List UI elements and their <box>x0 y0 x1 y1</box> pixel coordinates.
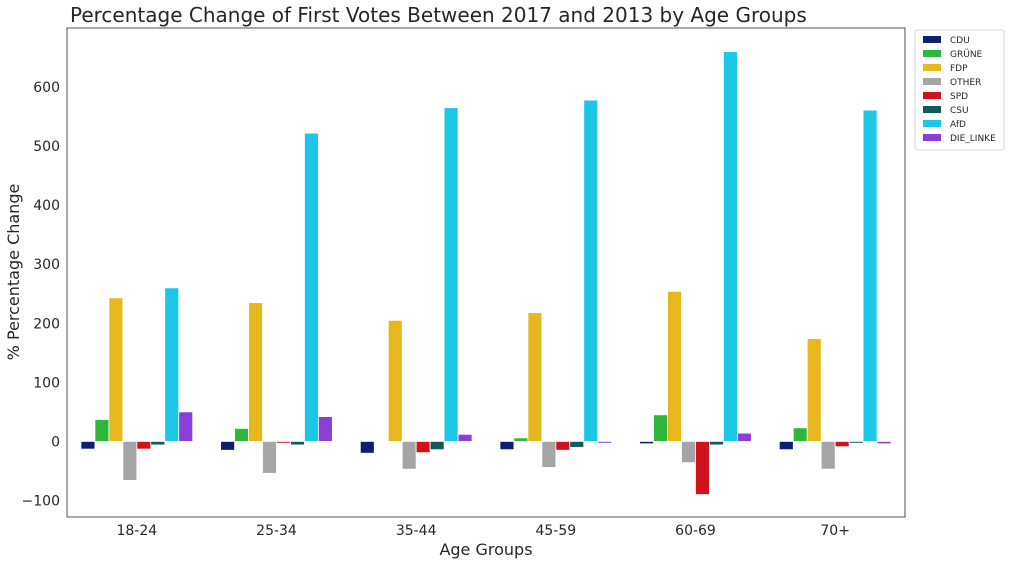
legend-swatch <box>923 106 941 113</box>
legend-swatch <box>923 64 941 71</box>
bar-die-linke-18-24 <box>178 411 194 442</box>
bar-spd-35-44 <box>415 441 431 454</box>
bar-cdu-60-69 <box>639 441 655 445</box>
bar-gr-ne-25-34 <box>234 428 249 442</box>
legend-swatch <box>923 120 941 127</box>
y-tick-label: 200 <box>33 316 60 332</box>
legend-label: CDU <box>950 36 970 46</box>
bars-group <box>80 51 892 495</box>
bar-other-70+ <box>820 441 836 470</box>
bar-gr-ne-45-59 <box>513 437 529 442</box>
bar-spd-18-24 <box>136 441 152 450</box>
bar-fdp-18-24 <box>108 297 124 442</box>
bar-fdp-35-44 <box>387 319 403 442</box>
legend-label: CSU <box>950 106 969 116</box>
bar-other-35-44 <box>401 441 417 470</box>
bar-afd-60-69 <box>723 51 738 442</box>
x-tick-label: 18-24 <box>116 523 157 539</box>
bar-other-45-59 <box>541 441 557 468</box>
bar-cdu-18-24 <box>80 441 96 450</box>
x-tick-label: 45-59 <box>535 523 576 539</box>
legend-swatch <box>923 92 941 99</box>
bar-die-linke-35-44 <box>457 433 473 442</box>
plot-frame <box>66 27 906 518</box>
bar-gr-ne-70+ <box>792 427 808 442</box>
bar-csu-18-24 <box>150 441 166 446</box>
bar-afd-45-59 <box>583 99 599 442</box>
bar-afd-25-34 <box>304 132 319 442</box>
bar-afd-35-44 <box>443 107 459 442</box>
bar-fdp-60-69 <box>667 290 682 442</box>
x-tick-label: 70+ <box>820 523 850 539</box>
bar-csu-70+ <box>848 441 864 444</box>
bar-spd-25-34 <box>276 441 291 444</box>
legend-swatch <box>923 134 941 141</box>
y-tick-label: 300 <box>33 257 60 273</box>
bar-spd-70+ <box>834 441 850 448</box>
bar-cdu-25-34 <box>220 441 236 451</box>
bar-gr-ne-18-24 <box>94 419 110 442</box>
legend-frame <box>914 29 1005 151</box>
bar-csu-60-69 <box>709 441 724 446</box>
bar-fdp-25-34 <box>248 302 263 442</box>
legend: CDU GRÜNE FDP OTHER SPD CSU AfD DIE_LINKE <box>914 29 1005 151</box>
legend-label: SPD <box>950 92 968 102</box>
legend-label: OTHER <box>950 78 981 88</box>
y-tick-label: 400 <box>33 198 60 214</box>
bar-spd-45-59 <box>555 441 571 451</box>
bar-spd-60-69 <box>695 441 710 495</box>
bar-cdu-35-44 <box>359 441 375 454</box>
chart-title: Percentage Change of First Votes Between… <box>70 3 807 27</box>
y-tick-label: −100 <box>22 493 60 509</box>
legend-swatch <box>923 36 941 43</box>
bar-cdu-70+ <box>778 441 794 451</box>
legend-swatch <box>923 50 941 57</box>
bar-cdu-45-59 <box>499 441 515 451</box>
bar-afd-70+ <box>862 109 878 442</box>
y-tick-label: 600 <box>33 80 60 96</box>
legend-label: AfD <box>950 120 966 130</box>
bar-csu-25-34 <box>290 441 305 446</box>
y-axis-label: % Percentage Change <box>4 184 23 361</box>
bar-die-linke-60-69 <box>737 432 752 442</box>
legend-label: FDP <box>950 64 968 74</box>
x-tick-label: 60-69 <box>675 523 716 539</box>
y-tick-label: 0 <box>51 434 60 450</box>
x-tick-label: 25-34 <box>256 523 297 539</box>
bar-gr-ne-60-69 <box>653 414 668 442</box>
y-axis-ticks: −100 0 100 200 300 400 500 600 <box>22 80 60 509</box>
bar-gr-ne-35-44 <box>373 441 389 443</box>
bar-other-18-24 <box>122 441 138 481</box>
bar-other-25-34 <box>262 441 277 474</box>
bar-other-60-69 <box>681 441 696 464</box>
legend-label: DIE_LINKE <box>950 134 996 144</box>
x-axis-label: Age Groups <box>439 540 532 559</box>
legend-swatch <box>923 78 941 85</box>
bar-fdp-70+ <box>806 338 822 442</box>
bar-csu-45-59 <box>569 441 585 448</box>
x-tick-label: 35-44 <box>396 523 437 539</box>
bar-fdp-45-59 <box>527 312 543 442</box>
y-tick-label: 500 <box>33 139 60 155</box>
legend-label: GRÜNE <box>950 49 983 60</box>
bar-die-linke-70+ <box>876 441 892 445</box>
bar-die-linke-45-59 <box>597 441 613 444</box>
bar-die-linke-25-34 <box>317 416 333 442</box>
bar-csu-35-44 <box>429 441 445 451</box>
bar-afd-18-24 <box>164 287 180 442</box>
y-tick-label: 100 <box>33 375 60 391</box>
x-axis-ticks: 18-24 25-34 35-44 45-59 60-69 70+ <box>116 523 849 539</box>
